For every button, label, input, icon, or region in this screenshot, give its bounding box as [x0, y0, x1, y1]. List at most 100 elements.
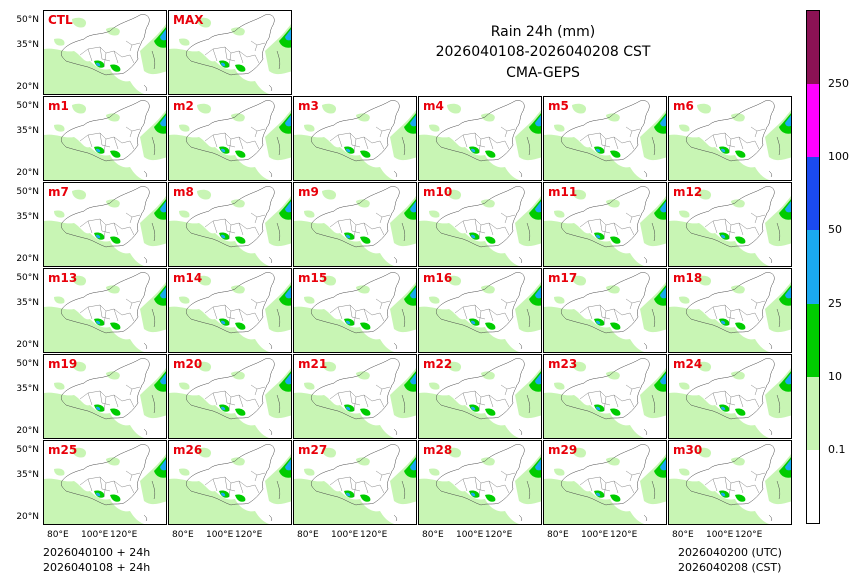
panel-label: m15 [298, 271, 328, 285]
map-panel-m28: m28 [418, 440, 542, 525]
latitude-label: 20°N [16, 82, 39, 92]
map-panel-m26: m26 [168, 440, 292, 525]
latitude-label: 20°N [16, 168, 39, 178]
panel-label: m30 [673, 443, 703, 457]
panel-label: m17 [548, 271, 578, 285]
panel-label: m2 [173, 99, 194, 113]
panel-label: m28 [423, 443, 453, 457]
longitude-label: 80°E [172, 530, 194, 540]
colorbar-segment [807, 230, 819, 304]
map-panel-m24: m24 [668, 354, 792, 439]
latitude-label: 20°N [16, 512, 39, 522]
longitude-label: 120°E [485, 530, 513, 540]
footer-left-line2: 2026040108 + 24h [43, 561, 151, 574]
colorbar-tick-label: 100 [828, 150, 849, 164]
colorbar-segment [807, 84, 819, 158]
panel-label: m29 [548, 443, 578, 457]
panel-label: m7 [48, 185, 69, 199]
panel-label: m26 [173, 443, 203, 457]
map-panel-ctl: CTL [43, 10, 167, 95]
colorbar [806, 10, 820, 524]
panel-label: m3 [298, 99, 319, 113]
latitude-label: 35°N [16, 384, 39, 394]
panel-label: m19 [48, 357, 78, 371]
footer-right-line2: 2026040208 (CST) [678, 561, 782, 574]
map-panel-m27: m27 [293, 440, 417, 525]
footer-left-line1: 2026040100 + 24h [43, 546, 151, 559]
longitude-label: 80°E [422, 530, 444, 540]
map-panel-m9: m9 [293, 182, 417, 267]
map-panel-m14: m14 [168, 268, 292, 353]
panel-label: m20 [173, 357, 203, 371]
latitude-label: 20°N [16, 254, 39, 264]
longitude-label: 120°E [610, 530, 638, 540]
longitude-label: 100°E [581, 530, 609, 540]
map-panel-m16: m16 [418, 268, 542, 353]
longitude-label: 120°E [735, 530, 763, 540]
colorbar-tick-label: 10 [828, 369, 842, 383]
map-panel-m10: m10 [418, 182, 542, 267]
latitude-label: 35°N [16, 298, 39, 308]
map-panel-m2: m2 [168, 96, 292, 181]
longitude-label: 100°E [206, 530, 234, 540]
panel-label: m24 [673, 357, 703, 371]
colorbar-tick-label: 50 [828, 223, 842, 237]
panel-label: m21 [298, 357, 328, 371]
map-panel-m1: m1 [43, 96, 167, 181]
map-panel-m15: m15 [293, 268, 417, 353]
map-panel-m21: m21 [293, 354, 417, 439]
map-panel-m13: m13 [43, 268, 167, 353]
longitude-label: 100°E [706, 530, 734, 540]
map-panel-m4: m4 [418, 96, 542, 181]
longitude-label: 80°E [47, 530, 69, 540]
map-panel-m12: m12 [668, 182, 792, 267]
longitude-label: 120°E [110, 530, 138, 540]
panel-label: m1 [48, 99, 69, 113]
footer-right-line1: 2026040200 (UTC) [678, 546, 782, 559]
colorbar-tick-label: 250 [828, 77, 849, 91]
latitude-label: 35°N [16, 40, 39, 50]
panel-label: m8 [173, 185, 194, 199]
map-panel-max: MAX [168, 10, 292, 95]
title-valid-period: 2026040108-2026040208 CST [435, 44, 651, 60]
map-panel-m25: m25 [43, 440, 167, 525]
panel-label: m6 [673, 99, 694, 113]
panel-label: m18 [673, 271, 703, 285]
panel-label: m11 [548, 185, 578, 199]
latitude-label: 20°N [16, 426, 39, 436]
map-panel-m20: m20 [168, 354, 292, 439]
latitude-label: 35°N [16, 126, 39, 136]
latitude-label: 20°N [16, 340, 39, 350]
latitude-label: 50°N [16, 445, 39, 455]
latitude-label: 50°N [16, 187, 39, 197]
longitude-label: 80°E [547, 530, 569, 540]
latitude-label: 50°N [16, 15, 39, 25]
map-panel-m5: m5 [543, 96, 667, 181]
title-model: CMA-GEPS [506, 65, 580, 81]
colorbar-segment [807, 449, 819, 523]
panel-label: m25 [48, 443, 78, 457]
latitude-label: 35°N [16, 212, 39, 222]
map-panel-m7: m7 [43, 182, 167, 267]
longitude-label: 100°E [331, 530, 359, 540]
longitude-label: 120°E [360, 530, 388, 540]
panel-label: m10 [423, 185, 453, 199]
panel-label: m22 [423, 357, 453, 371]
colorbar-segment [807, 157, 819, 231]
map-panel-m18: m18 [668, 268, 792, 353]
panel-label: m23 [548, 357, 578, 371]
panel-label: CTL [48, 13, 73, 27]
map-panel-m6: m6 [668, 96, 792, 181]
colorbar-tick-label: 25 [828, 296, 842, 310]
longitude-label: 100°E [81, 530, 109, 540]
longitude-label: 100°E [456, 530, 484, 540]
map-panel-m23: m23 [543, 354, 667, 439]
longitude-label: 120°E [235, 530, 263, 540]
map-panel-m17: m17 [543, 268, 667, 353]
map-panel-m19: m19 [43, 354, 167, 439]
latitude-label: 50°N [16, 273, 39, 283]
colorbar-segment [807, 303, 819, 377]
panel-label: m16 [423, 271, 453, 285]
title-variable: Rain 24h (mm) [490, 24, 596, 40]
panel-label: m9 [298, 185, 319, 199]
